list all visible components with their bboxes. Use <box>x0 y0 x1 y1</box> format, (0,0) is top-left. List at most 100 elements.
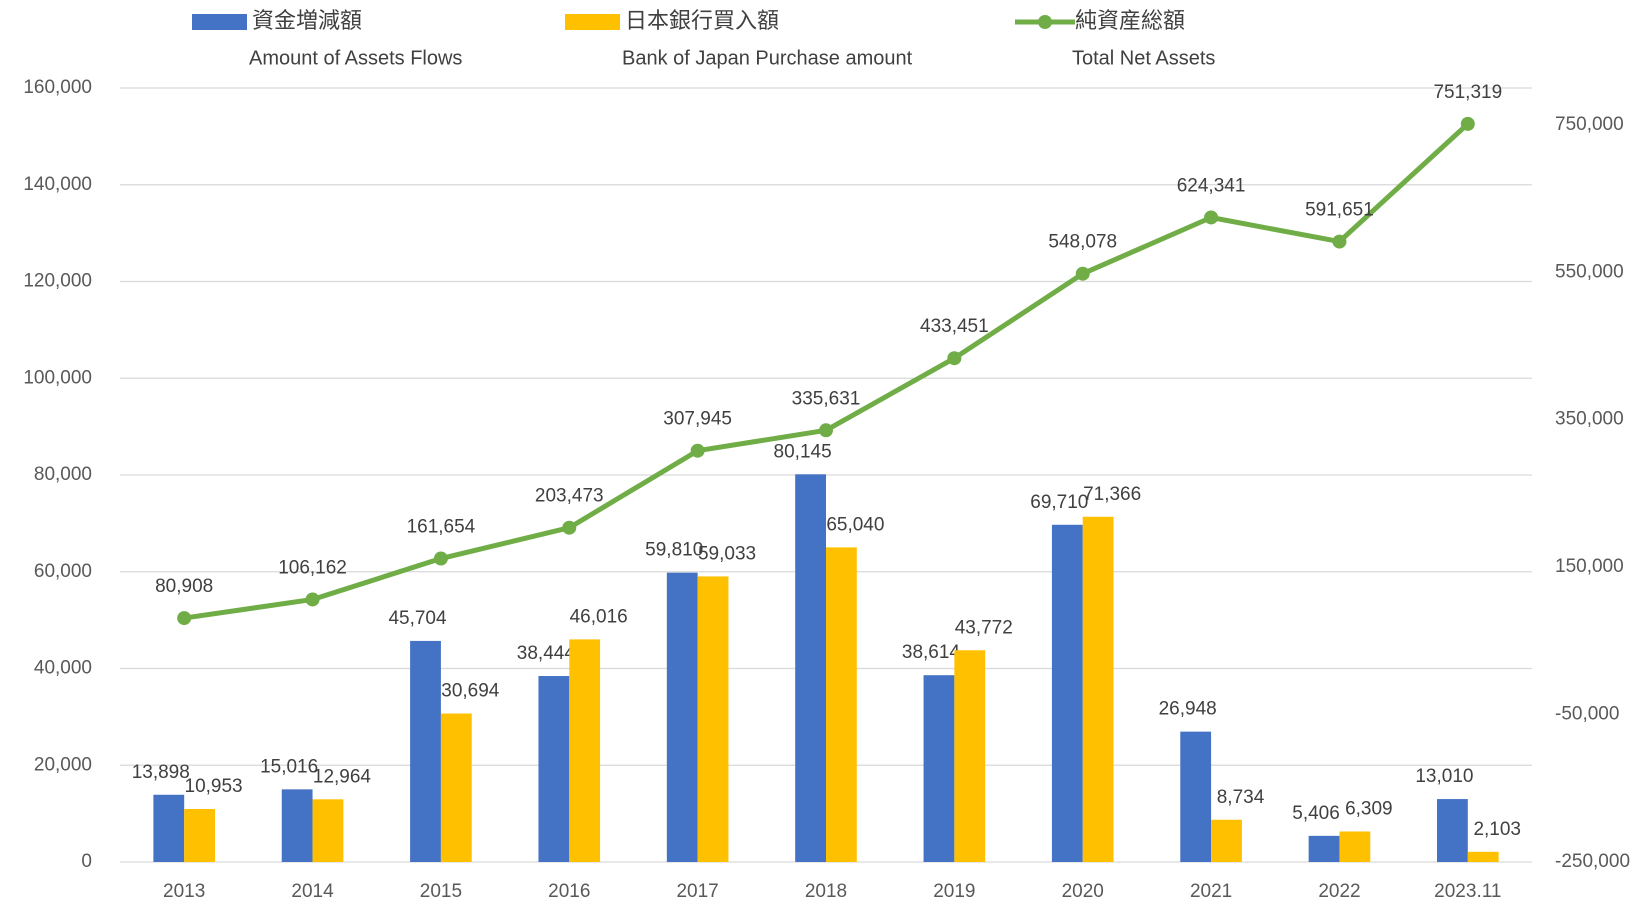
data-label: 335,631 <box>792 388 861 409</box>
x-tick-label: 2016 <box>548 881 590 902</box>
data-label: 69,710 <box>1030 492 1088 513</box>
data-label: 13,898 <box>132 762 190 783</box>
bar <box>1437 799 1468 862</box>
data-label: 751,319 <box>1433 82 1502 103</box>
y-tick-label: 40,000 <box>34 658 92 679</box>
data-label: 45,704 <box>388 608 447 629</box>
data-label: 38,444 <box>517 643 576 664</box>
line-marker <box>1460 116 1475 131</box>
data-label: 2,103 <box>1473 819 1521 840</box>
x-tick-label: 2017 <box>676 881 718 902</box>
line-marker <box>1332 234 1347 249</box>
bar <box>1180 731 1212 862</box>
data-label: 5,406 <box>1292 803 1340 824</box>
data-label: 203,473 <box>535 486 604 507</box>
y-tick-label: 140,000 <box>23 174 92 195</box>
data-label: 46,016 <box>570 606 628 627</box>
bar <box>538 676 570 862</box>
bar <box>826 547 857 862</box>
data-label: 26,948 <box>1159 699 1217 720</box>
line-marker <box>433 551 448 566</box>
data-label: 59,033 <box>698 543 756 564</box>
legend-label-en: Bank of Japan Purchase amount <box>622 47 913 69</box>
line-marker <box>1075 266 1090 281</box>
x-tick-label: 2020 <box>1062 881 1104 902</box>
data-label: 624,341 <box>1177 176 1246 197</box>
legend-label: 日本銀行買入額 <box>625 8 779 33</box>
y-tick-label: 100,000 <box>23 367 92 388</box>
x-tick-label: 2023.11 <box>1434 881 1501 902</box>
bar <box>954 650 986 862</box>
data-label: 161,654 <box>407 517 476 538</box>
line-marker <box>177 611 192 626</box>
data-label: 13,010 <box>1415 766 1473 787</box>
line-marker <box>947 351 962 366</box>
bar <box>153 794 185 862</box>
y2-tick-label: -250,000 <box>1555 851 1630 872</box>
x-tick-label: 2014 <box>291 881 334 902</box>
legend-label: 資金増減額 <box>252 8 362 33</box>
bar <box>1339 831 1371 862</box>
data-label: 106,162 <box>278 557 347 578</box>
line-marker <box>1204 210 1219 225</box>
y2-tick-label: 350,000 <box>1555 409 1624 430</box>
bar <box>312 799 344 862</box>
data-label: 12,964 <box>313 766 372 787</box>
data-label: 6,309 <box>1345 798 1393 819</box>
line-marker <box>819 423 833 438</box>
bar <box>795 474 826 862</box>
line-marker <box>562 520 577 535</box>
data-label: 10,953 <box>185 776 243 797</box>
data-label: 43,772 <box>955 617 1013 638</box>
line-marker <box>690 443 705 458</box>
bar <box>1082 516 1114 862</box>
x-tick-label: 2018 <box>805 881 847 902</box>
bar <box>923 675 955 862</box>
x-tick-label: 2015 <box>420 881 462 902</box>
data-label: 30,694 <box>441 681 500 702</box>
bar <box>440 713 472 862</box>
x-tick-label: 2021 <box>1190 881 1232 902</box>
bar <box>1467 851 1499 862</box>
legend-label: 純資産総額 <box>1075 8 1185 33</box>
data-label: 8,734 <box>1217 787 1265 808</box>
y-tick-label: 80,000 <box>34 464 92 485</box>
y2-tick-label: -50,000 <box>1555 704 1619 725</box>
bar <box>697 576 729 862</box>
legend-swatch <box>565 14 620 30</box>
y2-tick-label: 750,000 <box>1555 114 1624 135</box>
line-marker <box>305 592 320 607</box>
data-label: 80,908 <box>155 576 213 597</box>
data-label: 38,614 <box>902 642 961 663</box>
data-label: 65,040 <box>826 514 884 535</box>
x-tick-label: 2013 <box>163 881 205 902</box>
x-tick-label: 2022 <box>1318 881 1360 902</box>
y2-tick-label: 150,000 <box>1555 556 1624 577</box>
y-tick-label: 120,000 <box>23 271 92 292</box>
legend-marker <box>1038 15 1052 29</box>
y-tick-label: 0 <box>81 851 92 872</box>
bar <box>281 789 313 862</box>
data-label: 591,651 <box>1305 200 1374 221</box>
y-tick-label: 20,000 <box>34 754 92 775</box>
bar <box>1211 819 1242 862</box>
data-label: 433,451 <box>920 316 989 337</box>
y-tick-label: 60,000 <box>34 561 92 582</box>
data-label: 80,145 <box>774 441 832 462</box>
data-label: 59,810 <box>645 540 703 561</box>
line <box>183 122 1470 621</box>
legend-swatch <box>192 14 247 30</box>
data-label: 71,366 <box>1083 484 1141 505</box>
data-label: 307,945 <box>663 409 732 430</box>
bar <box>1308 835 1340 862</box>
bar <box>410 640 441 862</box>
data-label: 548,078 <box>1048 232 1117 253</box>
bar <box>666 572 698 862</box>
bar <box>1051 524 1083 862</box>
y-tick-label: 160,000 <box>23 77 92 98</box>
x-tick-label: 2019 <box>933 881 975 902</box>
data-label: 15,016 <box>260 756 318 777</box>
legend-label-en: Amount of Assets Flows <box>249 47 462 69</box>
bar <box>184 809 215 862</box>
